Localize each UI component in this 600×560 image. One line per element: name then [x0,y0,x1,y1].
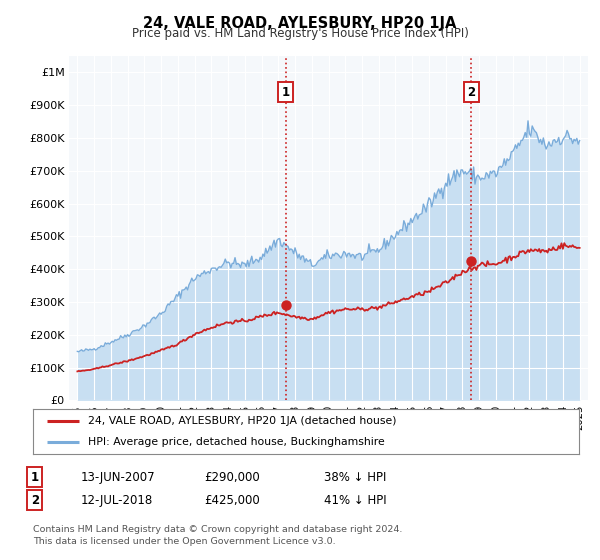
Text: 1: 1 [31,470,39,484]
Text: Price paid vs. HM Land Registry's House Price Index (HPI): Price paid vs. HM Land Registry's House … [131,27,469,40]
Text: HPI: Average price, detached house, Buckinghamshire: HPI: Average price, detached house, Buck… [88,436,385,446]
Text: 12-JUL-2018: 12-JUL-2018 [81,493,153,507]
Text: 24, VALE ROAD, AYLESBURY, HP20 1JA (detached house): 24, VALE ROAD, AYLESBURY, HP20 1JA (deta… [88,416,396,426]
Text: 13-JUN-2007: 13-JUN-2007 [81,470,155,484]
Text: 2: 2 [31,493,39,507]
Text: 2: 2 [467,86,476,99]
Text: £425,000: £425,000 [204,493,260,507]
Text: 1: 1 [282,86,290,99]
Text: 38% ↓ HPI: 38% ↓ HPI [324,470,386,484]
Text: 24, VALE ROAD, AYLESBURY, HP20 1JA: 24, VALE ROAD, AYLESBURY, HP20 1JA [143,16,457,31]
Text: Contains HM Land Registry data © Crown copyright and database right 2024.
This d: Contains HM Land Registry data © Crown c… [33,525,403,546]
Text: 41% ↓ HPI: 41% ↓ HPI [324,493,386,507]
Text: £290,000: £290,000 [204,470,260,484]
